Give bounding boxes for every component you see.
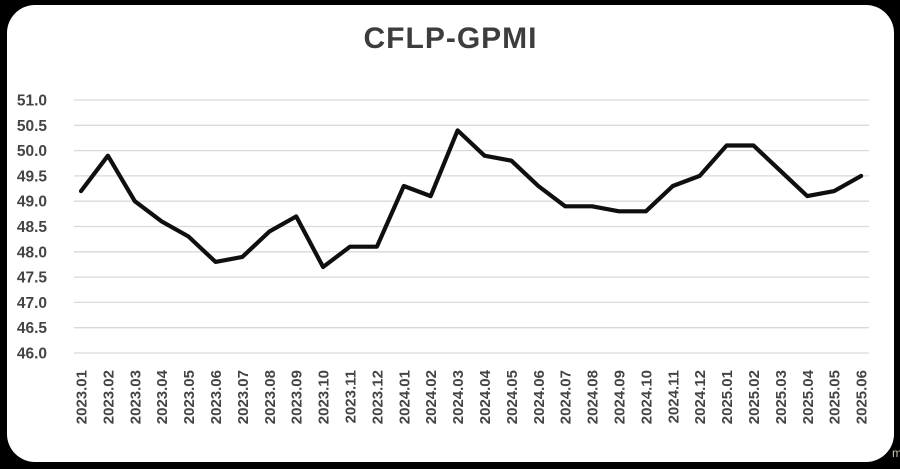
watermark-fragment: m — [892, 446, 900, 460]
x-axis-tick-label: 2024.02 — [423, 370, 440, 424]
x-axis-tick-label: 2024.11 — [665, 370, 682, 423]
x-axis-tick-label: 2023.01 — [74, 370, 91, 424]
x-axis-tick-label: 2024.09 — [612, 370, 629, 424]
x-axis-tick-label: 2024.03 — [450, 370, 467, 424]
x-axis-tick-label: 2023.02 — [100, 370, 117, 424]
y-axis-tick-label: 51.0 — [17, 93, 47, 110]
y-axis-tick-label: 46.5 — [17, 320, 48, 337]
x-axis-tick-label: 2023.12 — [369, 370, 386, 424]
x-axis-tick-label: 2024.12 — [692, 370, 709, 424]
x-axis-tick-label: 2023.08 — [262, 370, 279, 424]
x-axis-tick-label: 2023.11 — [343, 370, 360, 423]
x-axis-tick-label: 2023.09 — [289, 370, 306, 424]
x-axis-tick-label: 2025.04 — [800, 369, 817, 424]
y-axis-tick-label: 46.0 — [17, 346, 47, 363]
y-axis-tick-label: 50.5 — [17, 118, 48, 135]
y-axis-tick-label: 48.5 — [17, 219, 48, 236]
y-axis-tick-label: 50.0 — [17, 143, 47, 160]
chart-card — [7, 5, 894, 462]
y-axis-tick-label: 48.0 — [17, 244, 47, 261]
y-axis-tick-label: 47.0 — [17, 295, 47, 312]
x-axis-tick-label: 2023.04 — [154, 369, 171, 424]
x-axis-tick-label: 2024.07 — [558, 370, 575, 424]
y-axis-tick-label: 47.5 — [17, 270, 48, 287]
y-axis-tick-label: 49.0 — [17, 194, 47, 211]
x-axis-tick-label: 2024.06 — [531, 370, 548, 424]
x-axis-tick-label: 2023.03 — [127, 370, 144, 424]
x-axis-tick-label: 2025.05 — [827, 370, 844, 424]
x-axis-tick-label: 2024.01 — [396, 370, 413, 424]
x-axis-tick-label: 2023.07 — [235, 370, 252, 424]
x-axis-tick-label: 2023.06 — [208, 370, 225, 424]
chart-title: CFLP-GPMI — [363, 22, 538, 55]
x-axis-tick-label: 2023.05 — [181, 370, 198, 424]
x-axis-tick-label: 2023.10 — [316, 370, 333, 424]
x-axis-tick-label: 2025.06 — [854, 370, 871, 424]
x-axis-tick-label: 2024.05 — [504, 370, 521, 424]
x-axis-tick-label: 2024.08 — [585, 370, 602, 424]
x-axis-tick-label: 2025.01 — [719, 370, 736, 424]
x-axis-tick-label: 2024.04 — [477, 369, 494, 424]
x-axis-tick-label: 2024.10 — [638, 370, 655, 424]
x-axis-tick-label: 2025.02 — [746, 370, 763, 424]
y-axis-tick-label: 49.5 — [17, 168, 48, 185]
x-axis-tick-label: 2025.03 — [773, 370, 790, 424]
pmi-series-line — [78, 128, 864, 270]
